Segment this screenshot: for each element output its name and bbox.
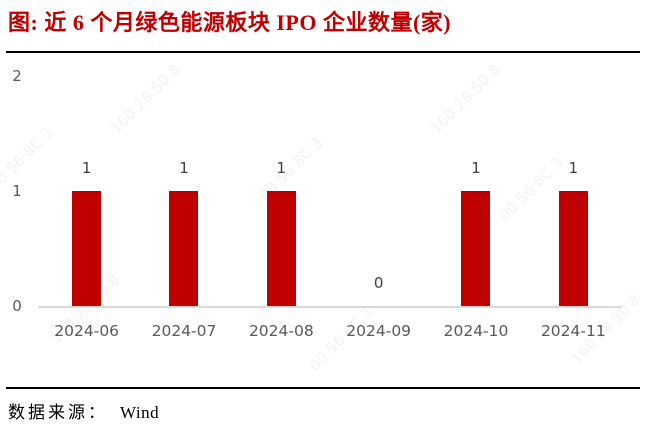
category-slot: 1 2024-06 xyxy=(38,0,135,360)
figure-title: 图: 近 6 个月绿色能源板块 IPO 企业数量(家) xyxy=(8,10,452,35)
bar xyxy=(169,191,199,306)
bar xyxy=(72,191,102,306)
title-divider xyxy=(6,51,640,53)
bar-value-label: 1 xyxy=(81,159,92,177)
bar xyxy=(461,191,491,306)
y-tick-label: 1 xyxy=(12,182,22,200)
bar-value-label: 1 xyxy=(179,159,189,177)
category-slot: 1 2024-10 xyxy=(427,0,524,360)
data-source-value: Wind xyxy=(120,403,160,422)
bar-value-label: 1 xyxy=(276,159,287,177)
y-tick-label: 0 xyxy=(12,297,22,315)
footer-divider xyxy=(6,387,640,389)
data-source: 数据来源： Wind xyxy=(8,398,159,423)
x-tick-label: 2024-10 xyxy=(443,322,509,340)
x-axis-line xyxy=(38,306,622,308)
category-slot: 1 2024-08 xyxy=(233,0,330,360)
x-tick-label: 2024-09 xyxy=(346,322,412,340)
bar-value-label: 0 xyxy=(373,274,384,292)
bar xyxy=(558,191,588,306)
x-tick-label: 2024-08 xyxy=(248,322,314,340)
x-tick-label: 2024-07 xyxy=(151,322,217,340)
bar-value-label: 1 xyxy=(471,159,481,177)
data-source-label: 数据来源： xyxy=(8,403,108,422)
category-slot: 1 2024-07 xyxy=(135,0,232,360)
category-slot: 0 2024-09 xyxy=(330,0,427,360)
y-tick-label: 2 xyxy=(12,67,22,85)
x-tick-label: 2024-06 xyxy=(54,322,120,340)
bar-value-label: 1 xyxy=(568,159,579,177)
category-slot: 1 2024-11 xyxy=(525,0,622,360)
x-tick-label: 2024-11 xyxy=(540,322,606,340)
bar xyxy=(266,191,296,306)
